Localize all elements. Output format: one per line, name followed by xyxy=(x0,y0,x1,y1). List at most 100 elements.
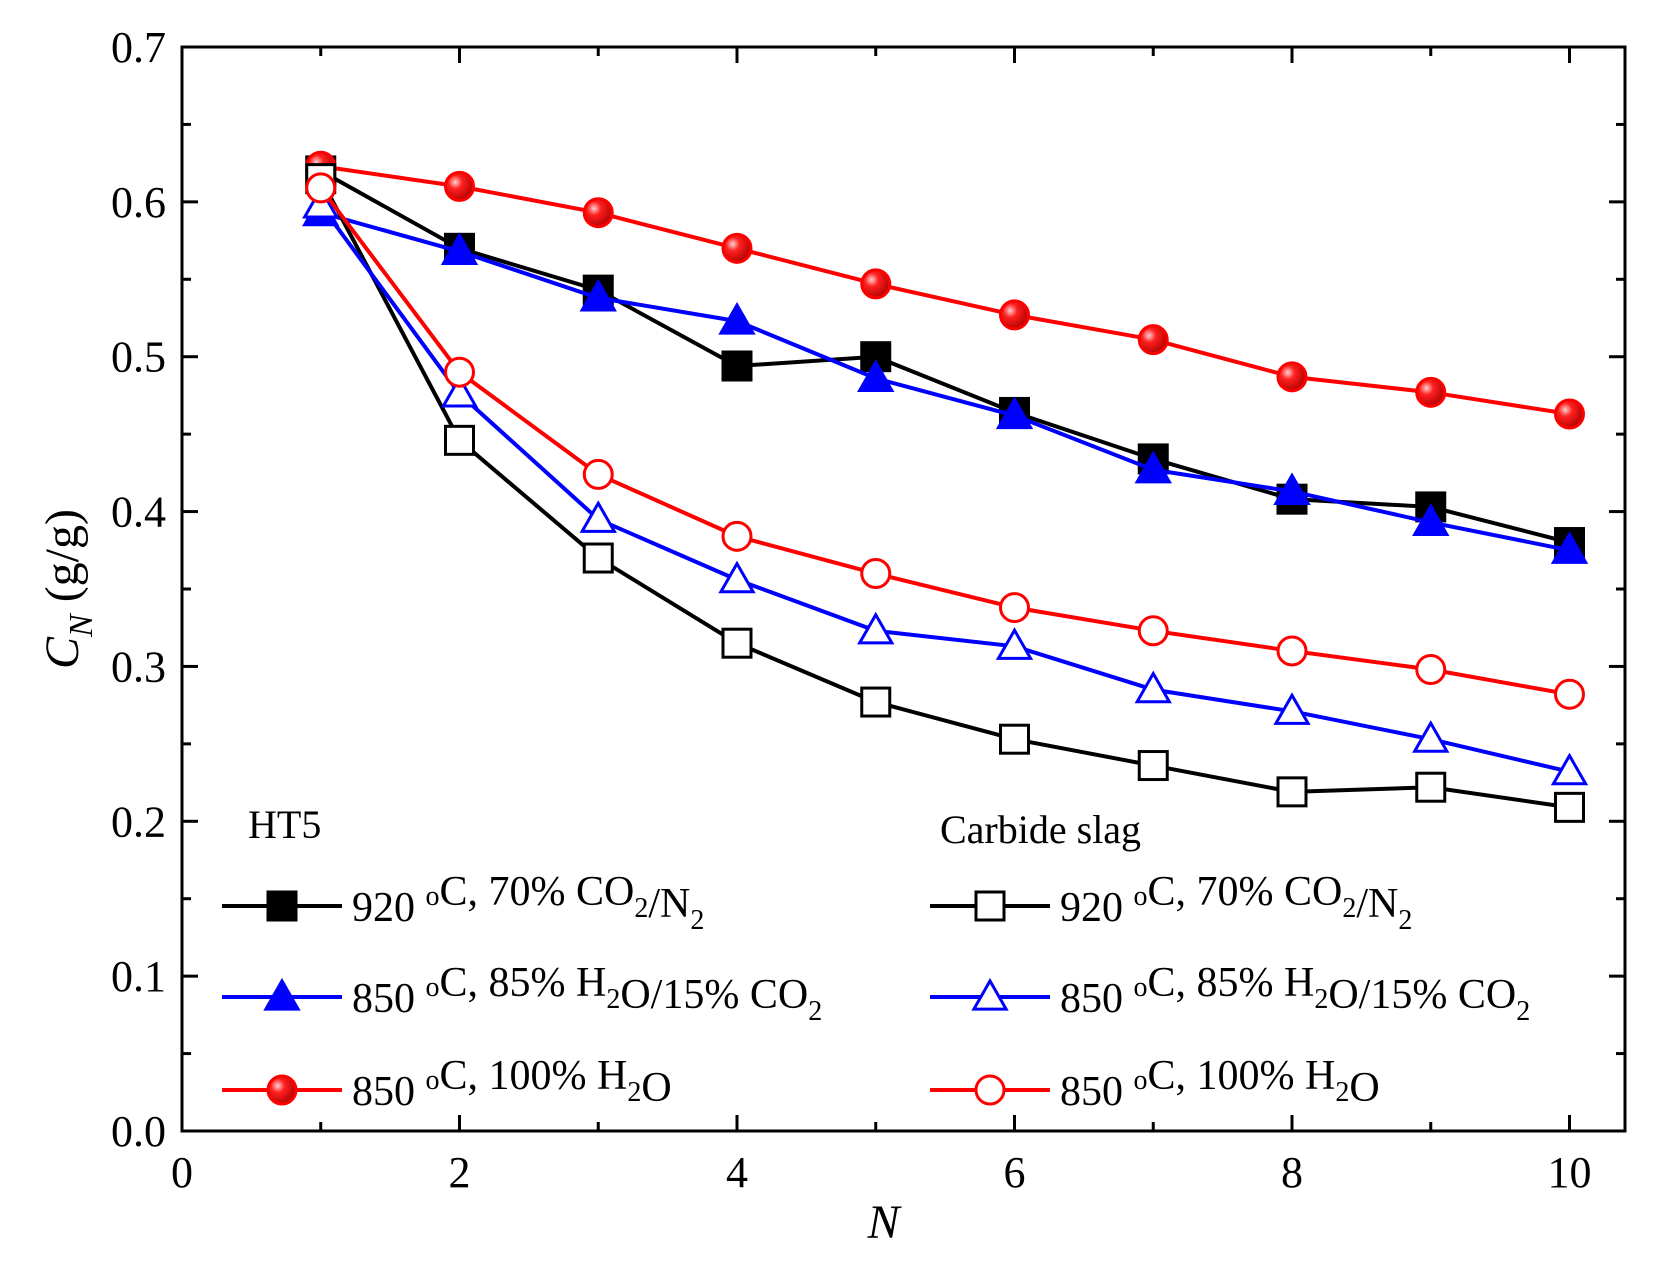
legend-label-part: 920 xyxy=(1060,885,1134,931)
y-axis-title-symbol: C xyxy=(36,636,89,669)
data-point xyxy=(579,500,617,533)
data-point xyxy=(995,627,1034,660)
data-point xyxy=(1273,692,1311,725)
legend-label-part: 2 xyxy=(1314,984,1328,1015)
legend-label-part: C, 85% H xyxy=(440,960,607,1006)
legend-label-part: o xyxy=(426,1065,440,1096)
legend-label: 850 oC, 85% H2O/15% CO2 xyxy=(352,960,822,1027)
series-1 xyxy=(302,193,1589,564)
legend-entry: 850 oC, 85% H2O/15% CO2 xyxy=(222,960,822,1027)
series-5 xyxy=(305,172,1585,710)
data-point xyxy=(718,560,756,594)
legend-marker xyxy=(974,1074,1006,1106)
data-point xyxy=(721,232,753,264)
legend-label-part: O xyxy=(641,1065,671,1111)
data-point xyxy=(444,424,475,456)
data-point xyxy=(721,350,753,382)
legend-label-part: O/15% CO xyxy=(620,972,808,1018)
legend-marker xyxy=(266,890,298,922)
data-point xyxy=(1273,472,1311,506)
data-point xyxy=(999,723,1030,755)
data-point xyxy=(1412,503,1450,536)
legend-label-part: o xyxy=(426,972,440,1003)
data-point xyxy=(1134,450,1172,484)
legend-label-part: 850 xyxy=(352,1069,426,1115)
y-tick-label: 0.3 xyxy=(111,642,166,691)
data-point xyxy=(1412,720,1450,753)
series-line xyxy=(320,210,1570,553)
legend-label-part: O/15% CO xyxy=(1328,972,1516,1018)
legend-label-part: 920 xyxy=(352,885,426,931)
data-point xyxy=(721,627,753,659)
series-4 xyxy=(302,185,1589,786)
data-point xyxy=(1415,771,1447,803)
y-axis-title: CN (g/g) xyxy=(36,509,100,669)
legend-entry: 850 oC, 85% H2O/15% CO2 xyxy=(930,960,1530,1027)
x-axis-title: N xyxy=(866,1196,902,1249)
x-tick-label: 6 xyxy=(1004,1148,1026,1197)
data-point xyxy=(1134,670,1172,704)
y-axis-title-unit: (g/g) xyxy=(36,509,89,614)
series-3 xyxy=(305,163,1585,823)
legend-label-part: 2 xyxy=(808,996,822,1027)
series-2 xyxy=(305,150,1585,430)
legend-label-part: 2 xyxy=(690,905,704,936)
data-point xyxy=(1276,635,1308,667)
legend-label-part: o xyxy=(426,881,440,912)
data-point xyxy=(579,278,617,312)
legend-entry: 850 oC, 100% H2O xyxy=(222,1053,672,1115)
data-point xyxy=(1550,531,1589,564)
series-line xyxy=(319,186,1570,697)
legend-entry: 920 oC, 70% CO2/N2 xyxy=(930,869,1412,936)
x-tick-label: 4 xyxy=(726,1148,748,1197)
legend-label-part: C, 85% H xyxy=(1148,960,1315,1006)
legend-label-part: 850 xyxy=(352,976,426,1022)
data-point xyxy=(440,374,479,408)
data-point xyxy=(444,170,475,202)
data-point xyxy=(582,458,614,490)
data-series xyxy=(302,150,1589,823)
y-tick-label: 0.7 xyxy=(111,23,166,72)
data-point xyxy=(718,301,756,335)
legend-label-part: 850 xyxy=(1060,976,1134,1022)
legend-label-part: 2 xyxy=(634,893,648,924)
data-point xyxy=(860,268,892,300)
series-line xyxy=(318,177,1570,810)
legend-label-part: 850 xyxy=(1060,1069,1134,1115)
legend-label: 850 oC, 85% H2O/15% CO2 xyxy=(1060,960,1530,1027)
data-point xyxy=(444,356,475,388)
data-point xyxy=(1137,615,1169,647)
legend-label-part: 2 xyxy=(1398,905,1412,936)
legend-label-part: o xyxy=(1134,1065,1148,1096)
legend-label: 920 oC, 70% CO2/N2 xyxy=(1060,869,1412,936)
x-tick-label: 0 xyxy=(171,1148,193,1197)
data-point xyxy=(1554,398,1585,430)
legend-group-title: HT5 xyxy=(248,802,321,847)
y-tick-label: 0.2 xyxy=(111,797,166,846)
legend-label-part: C, 70% CO xyxy=(440,869,635,915)
legend-marker xyxy=(971,977,1009,1011)
legend-marker xyxy=(266,1074,298,1106)
y-tick-label: 0.5 xyxy=(111,333,166,382)
y-tick-label: 0.6 xyxy=(111,178,166,227)
data-point xyxy=(860,686,892,718)
legend-label-part: O xyxy=(1349,1065,1379,1111)
data-point xyxy=(1276,776,1308,808)
legend-entry: 850 oC, 100% H2O xyxy=(930,1053,1380,1115)
data-point xyxy=(1137,750,1169,782)
legend-label-part: /N xyxy=(1356,881,1398,927)
data-point xyxy=(582,197,614,229)
legend-label-part: C, 70% CO xyxy=(1148,869,1343,915)
x-tick-label: 8 xyxy=(1281,1148,1303,1197)
legend-label-part: 2 xyxy=(1335,1077,1349,1108)
legend-marker xyxy=(974,890,1006,922)
legend-marker xyxy=(263,977,301,1011)
data-point xyxy=(305,172,337,204)
data-point xyxy=(999,299,1030,331)
data-point xyxy=(1415,376,1447,408)
